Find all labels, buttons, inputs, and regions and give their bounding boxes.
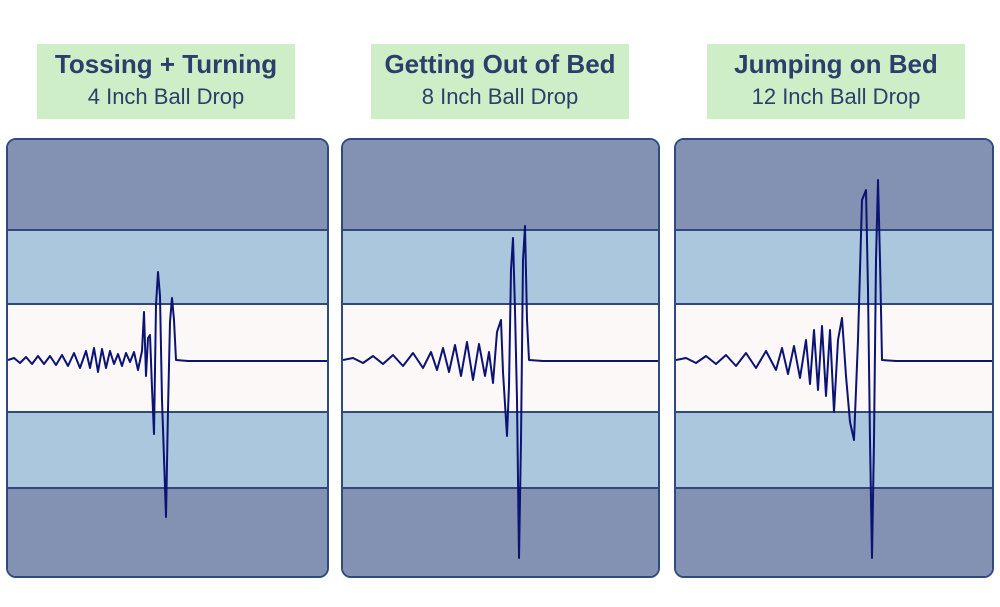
panel-subtitle: 4 Inch Ball Drop (87, 84, 245, 109)
label-box-jumping-on-bed: Jumping on Bed 12 Inch Ball Drop (707, 44, 965, 119)
panel-subtitle: 12 Inch Ball Drop (751, 84, 921, 109)
band-outer-bottom (343, 488, 658, 576)
band-outer-top (676, 140, 992, 230)
waveform-trace (676, 179, 992, 559)
band-middle-top (8, 230, 327, 304)
label-box-tossing-turning: Tossing + Turning 4 Inch Ball Drop (37, 44, 295, 119)
waveform-panel-jumping-on-bed (674, 138, 994, 578)
waveform-trace (8, 271, 327, 518)
panel-title: Tossing + Turning (54, 49, 278, 79)
waveform-trace (343, 225, 658, 559)
band-outer-bottom (8, 488, 327, 576)
band-middle-bottom (676, 412, 992, 488)
panel-subtitle: 8 Inch Ball Drop (421, 84, 579, 109)
waveform-panel-getting-out-of-bed (341, 138, 660, 578)
label-box-getting-out-of-bed: Getting Out of Bed 8 Inch Ball Drop (371, 44, 629, 119)
band-outer-top (343, 140, 658, 230)
panel-title: Getting Out of Bed (384, 49, 616, 79)
band-middle-top (676, 230, 992, 304)
band-outer-top (8, 140, 327, 230)
waveform-chart (676, 140, 992, 576)
waveform-chart (343, 140, 658, 576)
waveform-chart (8, 140, 327, 576)
waveform-panel-tossing-turning (6, 138, 329, 578)
panel-title: Jumping on Bed (734, 49, 938, 79)
band-middle-bottom (343, 412, 658, 488)
band-middle-top (343, 230, 658, 304)
band-outer-bottom (676, 488, 992, 576)
